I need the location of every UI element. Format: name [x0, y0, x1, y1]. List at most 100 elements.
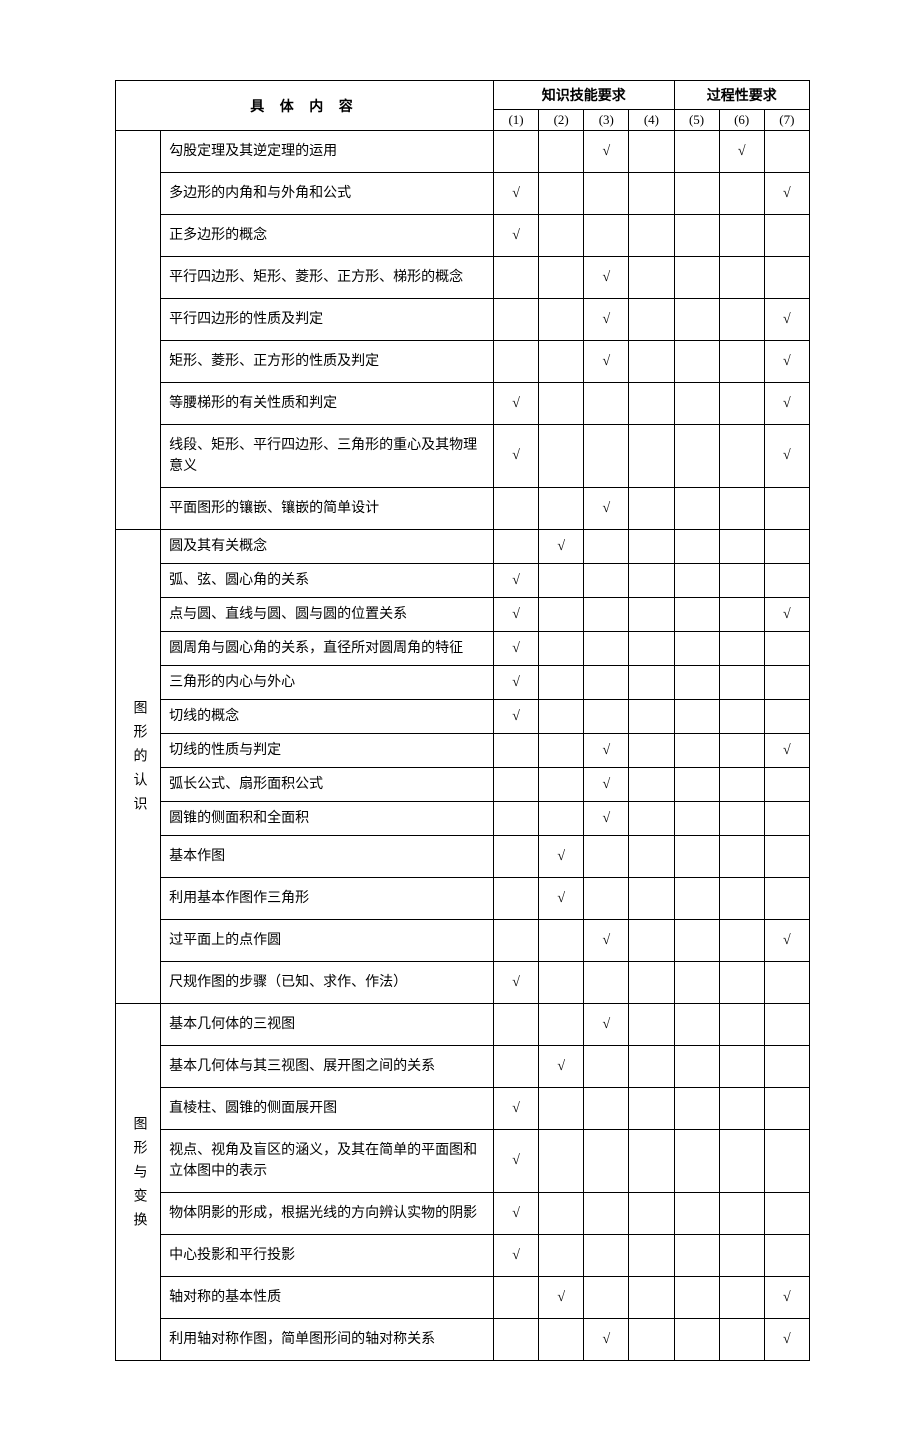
check-cell: √	[494, 962, 539, 1004]
check-cell	[539, 920, 584, 962]
check-cell	[539, 341, 584, 383]
check-cell	[719, 920, 764, 962]
check-cell	[539, 257, 584, 299]
check-cell	[494, 1277, 539, 1319]
check-cell	[584, 632, 629, 666]
check-cell	[764, 131, 809, 173]
check-cell	[584, 173, 629, 215]
check-cell	[719, 1088, 764, 1130]
header-main: 具 体 内 容	[116, 81, 494, 131]
check-cell	[629, 768, 674, 802]
row-content: 点与圆、直线与圆、圆与圆的位置关系	[161, 598, 494, 632]
check-cell	[719, 488, 764, 530]
check-cell	[764, 768, 809, 802]
check-cell: √	[764, 425, 809, 488]
check-cell	[539, 768, 584, 802]
check-cell	[674, 734, 719, 768]
check-cell	[629, 341, 674, 383]
check-cell	[719, 299, 764, 341]
check-cell	[539, 488, 584, 530]
check-cell	[629, 802, 674, 836]
check-cell: √	[584, 734, 629, 768]
check-cell: √	[584, 920, 629, 962]
check-cell	[539, 734, 584, 768]
row-content: 三角形的内心与外心	[161, 666, 494, 700]
check-cell	[674, 1130, 719, 1193]
check-cell	[719, 530, 764, 564]
check-cell	[719, 341, 764, 383]
row-content: 平面图形的镶嵌、镶嵌的简单设计	[161, 488, 494, 530]
category-label: 图形的认识	[123, 700, 154, 820]
check-cell	[584, 836, 629, 878]
check-cell	[719, 836, 764, 878]
check-cell	[764, 1004, 809, 1046]
header-col-1: (1)	[494, 110, 539, 131]
row-content: 圆及其有关概念	[161, 530, 494, 564]
check-cell	[629, 1088, 674, 1130]
check-cell	[764, 1235, 809, 1277]
check-cell	[629, 962, 674, 1004]
check-cell	[629, 920, 674, 962]
check-cell	[584, 666, 629, 700]
row-content: 切线的性质与判定	[161, 734, 494, 768]
check-cell	[764, 564, 809, 598]
check-cell	[494, 1046, 539, 1088]
check-cell: √	[584, 131, 629, 173]
check-cell: √	[584, 802, 629, 836]
check-cell: √	[494, 425, 539, 488]
check-cell: √	[494, 564, 539, 598]
check-cell: √	[764, 734, 809, 768]
check-cell	[674, 1277, 719, 1319]
check-cell	[584, 1277, 629, 1319]
check-cell	[494, 878, 539, 920]
check-cell	[674, 564, 719, 598]
check-cell	[584, 1130, 629, 1193]
check-cell	[629, 1130, 674, 1193]
check-cell	[674, 836, 719, 878]
check-cell	[674, 530, 719, 564]
header-col-4: (4)	[629, 110, 674, 131]
check-cell	[539, 1319, 584, 1361]
check-cell	[719, 1004, 764, 1046]
check-cell	[719, 768, 764, 802]
row-content: 圆锥的侧面积和全面积	[161, 802, 494, 836]
content-table: 具 体 内 容知识技能要求过程性要求(1)(2)(3)(4)(5)(6)(7)勾…	[115, 80, 810, 1361]
check-cell	[719, 878, 764, 920]
check-cell	[719, 257, 764, 299]
check-cell: √	[494, 1193, 539, 1235]
check-cell	[764, 878, 809, 920]
header-col-5: (5)	[674, 110, 719, 131]
check-cell	[629, 836, 674, 878]
check-cell	[719, 632, 764, 666]
row-content: 平行四边形、矩形、菱形、正方形、梯形的概念	[161, 257, 494, 299]
check-cell	[719, 1046, 764, 1088]
check-cell	[494, 257, 539, 299]
check-cell	[764, 488, 809, 530]
check-cell	[629, 173, 674, 215]
row-content: 过平面上的点作圆	[161, 920, 494, 962]
check-cell: √	[539, 836, 584, 878]
header-skill: 知识技能要求	[494, 81, 675, 110]
check-cell	[584, 564, 629, 598]
check-cell	[584, 962, 629, 1004]
check-cell	[494, 488, 539, 530]
check-cell	[674, 802, 719, 836]
check-cell	[674, 962, 719, 1004]
check-cell	[719, 1130, 764, 1193]
check-cell	[674, 878, 719, 920]
check-cell	[584, 878, 629, 920]
check-cell	[539, 1235, 584, 1277]
check-cell	[719, 215, 764, 257]
check-cell	[584, 1193, 629, 1235]
row-content: 基本作图	[161, 836, 494, 878]
check-cell	[539, 1130, 584, 1193]
check-cell	[719, 734, 764, 768]
check-cell	[629, 530, 674, 564]
check-cell	[674, 131, 719, 173]
check-cell	[719, 425, 764, 488]
check-cell	[674, 488, 719, 530]
check-cell: √	[494, 598, 539, 632]
check-cell: √	[539, 1277, 584, 1319]
check-cell	[674, 768, 719, 802]
check-cell	[629, 215, 674, 257]
